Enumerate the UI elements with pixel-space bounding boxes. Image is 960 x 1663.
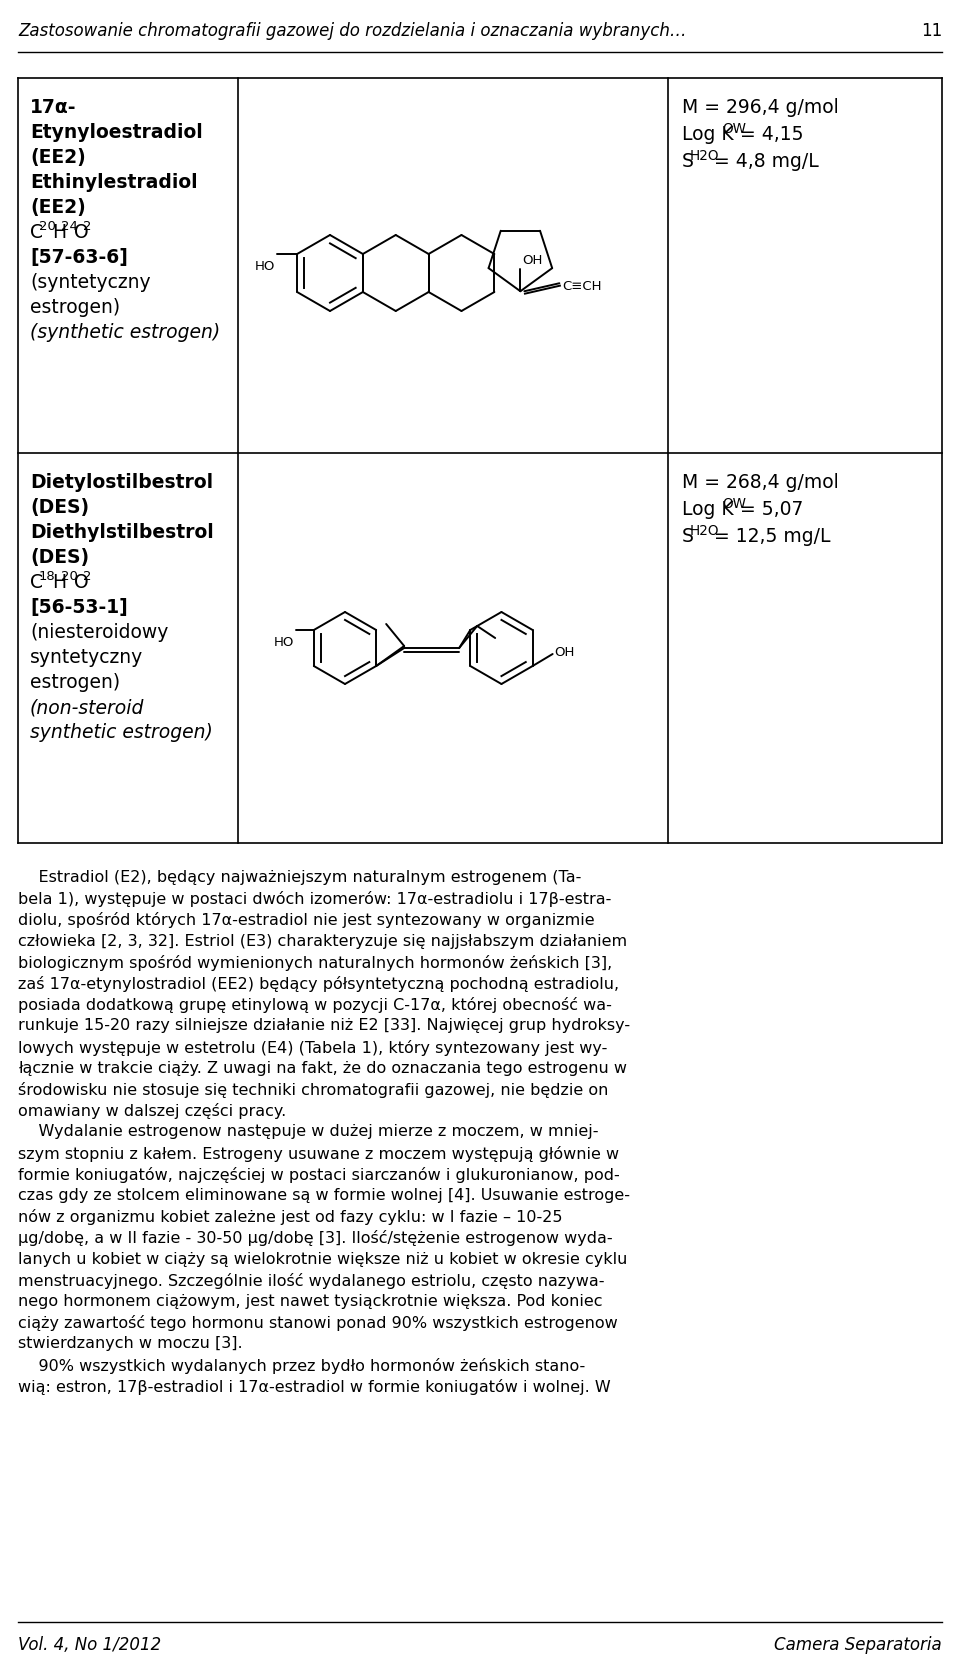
Text: M = 268,4 g/mol: M = 268,4 g/mol xyxy=(682,472,839,492)
Text: czas gdy ze stolcem eliminowane są w formie wolnej [4]. Usuwanie estroge-: czas gdy ze stolcem eliminowane są w for… xyxy=(18,1187,630,1202)
Text: bela 1), występuje w postaci dwóch izomerów: 17α-estradiolu i 17β-estra-: bela 1), występuje w postaci dwóch izome… xyxy=(18,891,612,908)
Text: HO: HO xyxy=(254,259,276,273)
Text: Vol. 4, No 1/2012: Vol. 4, No 1/2012 xyxy=(18,1636,161,1655)
Text: 20: 20 xyxy=(61,570,78,584)
Text: 90% wszystkich wydalanych przez bydło hormonów żeńskich stano-: 90% wszystkich wydalanych przez bydło ho… xyxy=(18,1357,586,1374)
Text: wią: estron, 17β-estradiol i 17α-estradiol w formie koniugatów i wolnej. W: wią: estron, 17β-estradiol i 17α-estradi… xyxy=(18,1379,611,1395)
Text: C: C xyxy=(30,223,43,243)
Text: (syntetyczny: (syntetyczny xyxy=(30,273,151,293)
Text: Log K: Log K xyxy=(682,501,733,519)
Text: μg/dobę, a w II fazie - 30-50 μg/dobę [3]. Ilość/stężenie estrogenow wyda-: μg/dobę, a w II fazie - 30-50 μg/dobę [3… xyxy=(18,1231,612,1246)
Text: 2: 2 xyxy=(83,220,91,233)
Text: 20: 20 xyxy=(39,220,56,233)
Text: C: C xyxy=(30,574,43,592)
Text: nów z organizmu kobiet zależne jest od fazy cyklu: w I fazie – 10-25: nów z organizmu kobiet zależne jest od f… xyxy=(18,1209,563,1226)
Text: ciąży zawartość tego hormonu stanowi ponad 90% wszystkich estrogenow: ciąży zawartość tego hormonu stanowi pon… xyxy=(18,1315,617,1330)
Text: OW: OW xyxy=(723,497,747,511)
Text: łącznie w trakcie ciąży. Z uwagi na fakt, że do oznaczania tego estrogenu w: łącznie w trakcie ciąży. Z uwagi na fakt… xyxy=(18,1061,627,1076)
Text: 2: 2 xyxy=(83,570,91,584)
Text: C≡CH: C≡CH xyxy=(563,279,602,293)
Text: posiada dodatkową grupę etinylową w pozycji C-17α, której obecność wa-: posiada dodatkową grupę etinylową w pozy… xyxy=(18,998,612,1013)
Text: OH: OH xyxy=(522,254,542,268)
Text: estrogen): estrogen) xyxy=(30,674,120,692)
Text: diolu, spośród których 17α-estradiol nie jest syntezowany w organizmie: diolu, spośród których 17α-estradiol nie… xyxy=(18,913,594,928)
Text: (synthetic estrogen): (synthetic estrogen) xyxy=(30,323,220,343)
Text: runkuje 15-20 razy silniejsze działanie niż E2 [33]. Najwięcej grup hydroksy-: runkuje 15-20 razy silniejsze działanie … xyxy=(18,1018,630,1033)
Text: (niesteroidowy: (niesteroidowy xyxy=(30,624,168,642)
Text: = 5,07: = 5,07 xyxy=(734,501,804,519)
Text: OW: OW xyxy=(723,121,747,136)
Text: Log K: Log K xyxy=(682,125,733,145)
Text: biologicznym spośród wymienionych naturalnych hormonów żeńskich [3],: biologicznym spośród wymienionych natura… xyxy=(18,955,612,971)
Text: [57-63-6]: [57-63-6] xyxy=(30,248,128,268)
Text: [56-53-1]: [56-53-1] xyxy=(30,599,128,617)
Text: (non-steroid: (non-steroid xyxy=(30,698,144,717)
Text: H: H xyxy=(52,574,66,592)
Text: O: O xyxy=(74,223,88,243)
Text: Dietylostilbestrol: Dietylostilbestrol xyxy=(30,472,213,492)
Text: stwierdzanych w moczu [3].: stwierdzanych w moczu [3]. xyxy=(18,1337,243,1352)
Text: estrogen): estrogen) xyxy=(30,298,120,318)
Text: człowieka [2, 3, 32]. Estriol (E3) charakteryzuje się najjsłabszym działaniem: człowieka [2, 3, 32]. Estriol (E3) chara… xyxy=(18,933,627,948)
Text: OH: OH xyxy=(555,645,575,659)
Text: Zastosowanie chromatografii gazowej do rozdzielania i oznaczania wybranych…: Zastosowanie chromatografii gazowej do r… xyxy=(18,22,686,40)
Text: Estradiol (E2), będący najważniejszym naturalnym estrogenem (Ta-: Estradiol (E2), będący najważniejszym na… xyxy=(18,870,582,885)
Text: szym stopniu z kałem. Estrogeny usuwane z moczem występują głównie w: szym stopniu z kałem. Estrogeny usuwane … xyxy=(18,1146,619,1161)
Text: Ethinylestradiol: Ethinylestradiol xyxy=(30,173,198,191)
Text: środowisku nie stosuje się techniki chromatografii gazowej, nie będzie on: środowisku nie stosuje się techniki chro… xyxy=(18,1083,609,1098)
Text: H2O: H2O xyxy=(690,524,720,539)
Text: (DES): (DES) xyxy=(30,497,89,517)
Text: Diethylstilbestrol: Diethylstilbestrol xyxy=(30,522,214,542)
Text: nego hormonem ciążowym, jest nawet tysiąckrotnie większa. Pod koniec: nego hormonem ciążowym, jest nawet tysią… xyxy=(18,1294,603,1309)
Text: (EE2): (EE2) xyxy=(30,148,85,166)
Text: O: O xyxy=(74,574,88,592)
Text: 17α-: 17α- xyxy=(30,98,77,116)
Text: zaś 17α-etynylostradiol (EE2) będący półsyntetyczną pochodną estradiolu,: zaś 17α-etynylostradiol (EE2) będący pół… xyxy=(18,976,619,993)
Text: = 4,15: = 4,15 xyxy=(734,125,804,145)
Text: menstruacyjnego. Szczególnie ilość wydalanego estriolu, często nazywa-: menstruacyjnego. Szczególnie ilość wydal… xyxy=(18,1272,605,1289)
Text: Etynyloestradiol: Etynyloestradiol xyxy=(30,123,203,141)
Text: S: S xyxy=(682,527,694,545)
Text: = 12,5 mg/L: = 12,5 mg/L xyxy=(708,527,830,545)
Text: = 4,8 mg/L: = 4,8 mg/L xyxy=(708,151,818,171)
Text: 11: 11 xyxy=(921,22,942,40)
Text: lowych występuje w estetrolu (E4) (Tabela 1), który syntezowany jest wy-: lowych występuje w estetrolu (E4) (Tabel… xyxy=(18,1039,608,1056)
Text: 18: 18 xyxy=(39,570,56,584)
Text: omawiany w dalszej części pracy.: omawiany w dalszej części pracy. xyxy=(18,1103,286,1119)
Text: H2O: H2O xyxy=(690,150,720,163)
Text: formie koniugatów, najczęściej w postaci siarczanów i glukuronianow, pod-: formie koniugatów, najczęściej w postaci… xyxy=(18,1167,620,1182)
Text: HO: HO xyxy=(274,635,294,649)
Text: 24: 24 xyxy=(61,220,78,233)
Text: lanych u kobiet w ciąży są wielokrotnie większe niż u kobiet w okresie cyklu: lanych u kobiet w ciąży są wielokrotnie … xyxy=(18,1252,628,1267)
Text: M = 296,4 g/mol: M = 296,4 g/mol xyxy=(682,98,839,116)
Text: (EE2): (EE2) xyxy=(30,198,85,216)
Text: H: H xyxy=(52,223,66,243)
Text: synthetic estrogen): synthetic estrogen) xyxy=(30,723,213,742)
Text: S: S xyxy=(682,151,694,171)
Text: syntetyczny: syntetyczny xyxy=(30,649,143,667)
Text: Wydalanie estrogenow następuje w dużej mierze z moczem, w mniej-: Wydalanie estrogenow następuje w dużej m… xyxy=(18,1124,598,1139)
Text: (DES): (DES) xyxy=(30,549,89,567)
Text: Camera Separatoria: Camera Separatoria xyxy=(775,1636,942,1655)
